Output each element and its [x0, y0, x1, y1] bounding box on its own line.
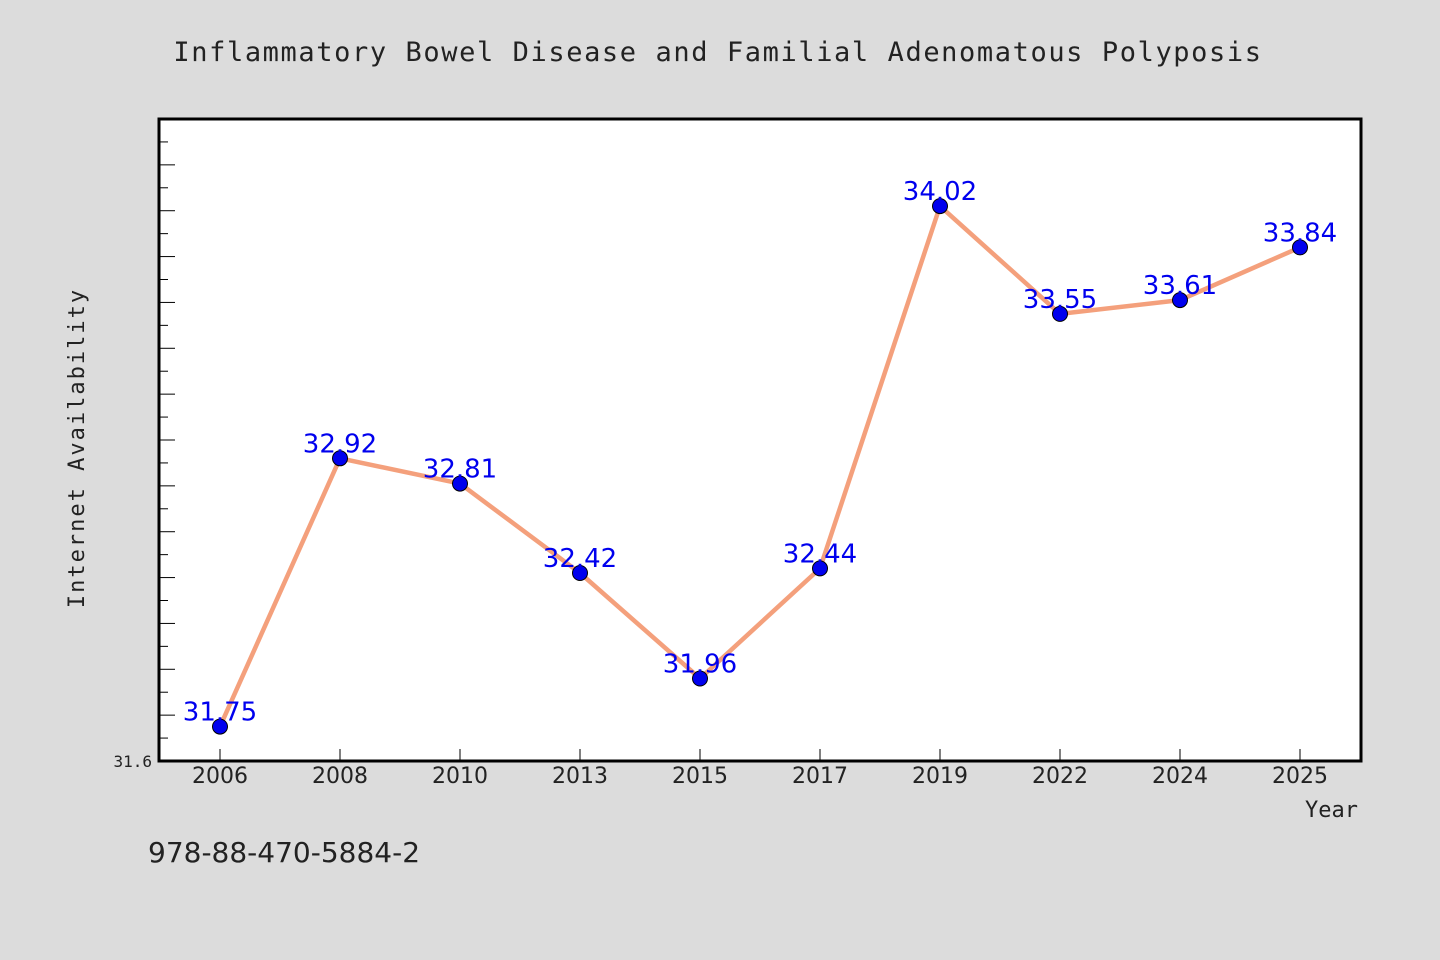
x-tick-label: 2019: [912, 764, 968, 789]
data-label: 32.92: [303, 429, 377, 459]
x-tick-label: 2015: [672, 764, 728, 789]
x-tick-label: 2006: [192, 764, 248, 789]
data-label: 32.81: [423, 455, 497, 485]
data-label: 33.55: [1023, 285, 1097, 315]
chart-title: Inflammatory Bowel Disease and Familial …: [173, 37, 1262, 68]
data-point: [452, 475, 468, 492]
data-label: 31.75: [183, 698, 257, 728]
x-axis-ticks: [219, 749, 1301, 761]
plot-area: [157, 117, 1363, 763]
series-line: [217, 203, 1303, 729]
data-label: 31.96: [663, 650, 737, 680]
data-point: [1292, 239, 1308, 256]
x-tick-label: 2010: [432, 764, 488, 789]
data-label: 34.02: [903, 177, 977, 207]
data-point: [332, 450, 348, 467]
x-tick-label: 2017: [792, 764, 848, 789]
x-tick-label: 2008: [312, 764, 368, 789]
series-markers: [212, 198, 1308, 735]
x-axis-label: Year: [1305, 798, 1358, 823]
x-tick-label: 2025: [1272, 764, 1328, 789]
x-tick-label: 2024: [1152, 764, 1208, 789]
data-label: 32.44: [783, 539, 857, 569]
data-label: 32.42: [543, 544, 617, 574]
data-point: [1052, 305, 1068, 322]
x-tick-labels: 2006 2008 2010 2013 2015 2017 2019 2022 2024 2025: [192, 764, 1328, 789]
x-tick-label: 2022: [1032, 764, 1088, 789]
data-point: [212, 718, 228, 735]
data-point: [572, 565, 588, 581]
y-tick-label-31-6: 31.6: [113, 752, 152, 771]
data-label: 33.61: [1143, 271, 1217, 301]
data-point: [1172, 292, 1188, 309]
data-point: [812, 560, 828, 577]
data-label: 33.84: [1263, 218, 1337, 248]
data-point: [932, 198, 948, 215]
footer-text: 978-88-470-5884-2: [148, 836, 420, 869]
data-point: [692, 670, 708, 687]
x-tick-label: 2013: [552, 764, 608, 789]
y-axis-ticks: [159, 118, 175, 762]
data-labels: 31.75 32.92 32.81 32.42 31.96 32.44 34.02 33.55…: [183, 177, 1337, 728]
y-axis-label: Internet Availability: [65, 288, 90, 608]
